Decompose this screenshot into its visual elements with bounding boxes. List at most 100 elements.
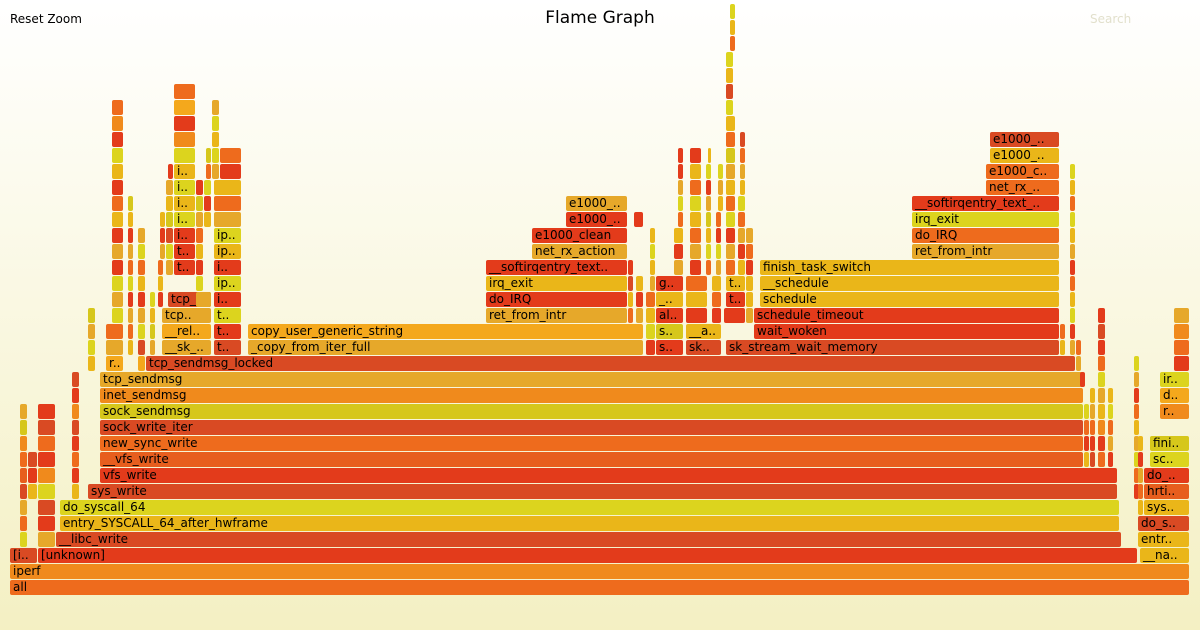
stack-frame[interactable] <box>634 212 643 227</box>
stack-frame[interactable] <box>20 452 27 467</box>
stack-frame[interactable]: inet_sendmsg <box>100 388 1083 403</box>
stack-frame[interactable] <box>72 372 79 387</box>
stack-frame[interactable] <box>72 468 79 483</box>
stack-frame[interactable] <box>174 116 195 131</box>
stack-frame[interactable]: iperf <box>10 564 1189 579</box>
stack-frame[interactable] <box>150 340 155 355</box>
stack-frame[interactable] <box>138 356 145 371</box>
stack-frame[interactable] <box>174 84 195 99</box>
stack-frame[interactable] <box>740 164 745 179</box>
stack-frame[interactable] <box>1070 164 1075 179</box>
stack-frame[interactable]: t.. <box>726 276 745 291</box>
stack-frame[interactable] <box>128 340 133 355</box>
stack-frame[interactable]: do_.. <box>1144 468 1189 483</box>
stack-frame[interactable]: ret_from_intr <box>912 244 1059 259</box>
stack-frame[interactable] <box>88 308 95 323</box>
stack-frame[interactable] <box>690 164 701 179</box>
stack-frame[interactable] <box>112 212 123 227</box>
stack-frame[interactable]: _.. <box>656 292 683 307</box>
stack-frame[interactable] <box>1134 388 1139 403</box>
stack-frame[interactable] <box>20 420 27 435</box>
stack-frame[interactable]: t.. <box>214 324 241 339</box>
stack-frame[interactable] <box>1098 324 1105 339</box>
stack-frame[interactable] <box>678 180 683 195</box>
stack-frame[interactable]: t.. <box>174 260 195 275</box>
stack-frame[interactable]: entry_SYSCALL_64_after_hwframe <box>60 516 1119 531</box>
stack-frame[interactable] <box>636 292 643 307</box>
stack-frame[interactable] <box>112 164 123 179</box>
stack-frame[interactable] <box>678 196 683 211</box>
stack-frame[interactable] <box>1134 452 1139 467</box>
stack-frame[interactable]: e1000_.. <box>990 132 1059 147</box>
stack-frame[interactable] <box>690 212 701 227</box>
stack-frame[interactable] <box>740 132 745 147</box>
stack-frame[interactable]: sk_stream_wait_memory <box>726 340 1059 355</box>
stack-frame[interactable] <box>196 276 203 291</box>
stack-frame[interactable] <box>38 404 55 419</box>
stack-frame[interactable] <box>112 260 123 275</box>
stack-frame[interactable]: e1000_.. <box>566 196 627 211</box>
stack-frame[interactable] <box>706 164 711 179</box>
stack-frame[interactable] <box>204 196 211 211</box>
stack-frame[interactable] <box>1134 436 1139 451</box>
stack-frame[interactable] <box>158 276 163 291</box>
stack-frame[interactable] <box>206 164 211 179</box>
stack-frame[interactable] <box>1060 324 1065 339</box>
stack-frame[interactable]: __softirqentry_text.. <box>486 260 627 275</box>
stack-frame[interactable]: e1000_.. <box>566 212 627 227</box>
stack-frame[interactable] <box>746 244 753 259</box>
stack-frame[interactable] <box>1080 372 1085 387</box>
stack-frame[interactable] <box>150 324 155 339</box>
stack-frame[interactable] <box>1138 484 1143 499</box>
stack-frame[interactable] <box>128 260 133 275</box>
stack-frame[interactable] <box>128 228 133 243</box>
stack-frame[interactable] <box>1174 356 1189 371</box>
stack-frame[interactable]: vfs_write <box>100 468 1117 483</box>
stack-frame[interactable]: e1000_.. <box>990 148 1059 163</box>
stack-frame[interactable] <box>712 308 721 323</box>
stack-frame[interactable] <box>88 340 95 355</box>
stack-frame[interactable] <box>204 180 211 195</box>
stack-frame[interactable] <box>706 212 711 227</box>
stack-frame[interactable] <box>1138 468 1143 483</box>
stack-frame[interactable] <box>726 116 735 131</box>
stack-frame[interactable]: __a.. <box>686 324 721 339</box>
stack-frame[interactable]: t.. <box>726 292 745 307</box>
stack-frame[interactable] <box>1070 292 1075 307</box>
stack-frame[interactable] <box>72 452 79 467</box>
stack-frame[interactable] <box>726 164 735 179</box>
stack-frame[interactable] <box>150 308 155 323</box>
stack-frame[interactable] <box>1108 404 1113 419</box>
stack-frame[interactable]: net_rx_action <box>532 244 627 259</box>
stack-frame[interactable] <box>674 228 683 243</box>
stack-frame[interactable] <box>138 324 145 339</box>
stack-frame[interactable] <box>106 324 123 339</box>
stack-frame[interactable]: i.. <box>174 164 195 179</box>
stack-frame[interactable]: copy_user_generic_string <box>248 324 643 339</box>
stack-frame[interactable] <box>1070 276 1075 291</box>
stack-frame[interactable]: ir.. <box>1160 372 1189 387</box>
stack-frame[interactable] <box>726 244 735 259</box>
stack-frame[interactable] <box>20 436 27 451</box>
stack-frame[interactable] <box>726 100 733 115</box>
stack-frame[interactable]: new_sync_write <box>100 436 1083 451</box>
stack-frame[interactable] <box>1084 420 1089 435</box>
stack-frame[interactable] <box>1070 212 1075 227</box>
stack-frame[interactable] <box>112 132 123 147</box>
stack-frame[interactable] <box>690 228 701 243</box>
stack-frame[interactable] <box>716 228 721 243</box>
stack-frame[interactable] <box>38 452 55 467</box>
stack-frame[interactable]: i.. <box>174 228 195 243</box>
stack-frame[interactable] <box>678 212 683 227</box>
stack-frame[interactable]: __softirqentry_text_.. <box>912 196 1059 211</box>
stack-frame[interactable] <box>726 52 733 67</box>
stack-frame[interactable] <box>38 484 55 499</box>
stack-frame[interactable]: i.. <box>214 260 241 275</box>
stack-frame[interactable]: i.. <box>174 196 195 211</box>
stack-frame[interactable] <box>1098 404 1105 419</box>
stack-frame[interactable] <box>196 196 203 211</box>
stack-frame[interactable] <box>628 292 633 307</box>
stack-frame[interactable] <box>38 468 55 483</box>
stack-frame[interactable]: t.. <box>174 244 195 259</box>
stack-frame[interactable] <box>718 196 723 211</box>
